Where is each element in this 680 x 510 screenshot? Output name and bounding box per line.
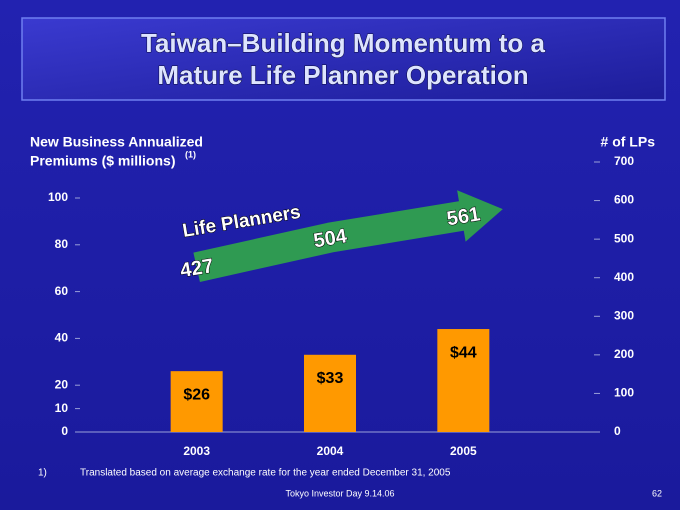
y2-tick-label: 400	[614, 270, 634, 284]
chart-title: Taiwan–Building Momentum to a	[141, 28, 546, 58]
y2-tick-label: 200	[614, 347, 634, 361]
bar-value-label: $26	[183, 386, 210, 403]
bar	[437, 329, 490, 432]
y2-tick-label: 500	[614, 231, 634, 245]
bar	[304, 354, 356, 432]
y-axis-label-note: (1)	[185, 149, 196, 159]
y2-tick-label: 700	[614, 154, 634, 168]
y-tick-label: 10	[55, 401, 69, 415]
page-number: 62	[652, 488, 662, 498]
y2-tick-label: 600	[614, 193, 634, 207]
y-tick-label: 80	[55, 237, 69, 251]
y-axis-label: New Business Annualized	[30, 134, 203, 150]
y-tick-label: 0	[61, 424, 68, 438]
footnote: Translated based on average exchange rat…	[80, 468, 451, 479]
y2-tick-label: 100	[614, 386, 634, 400]
y2-tick-label: 0	[614, 424, 621, 438]
bar	[170, 371, 223, 432]
arrow-value-label: 561	[445, 203, 482, 230]
y2-tick-label: 300	[614, 308, 634, 322]
arrow-value-label: 504	[312, 225, 349, 252]
y-axis-label: Premiums ($ millions)	[30, 153, 175, 169]
series-arrow	[193, 200, 466, 282]
y-tick-label: 40	[55, 331, 69, 345]
y-tick-label: 100	[48, 190, 68, 204]
y-tick-label: 60	[55, 284, 69, 298]
y2-axis-label: # of LPs	[601, 134, 656, 150]
chart-title: Mature Life Planner Operation	[157, 60, 528, 90]
x-tick-label: 2003	[183, 444, 210, 458]
arrow-head	[457, 190, 503, 242]
footer: Tokyo Investor Day 9.14.06	[285, 488, 394, 498]
bar-value-label: $44	[450, 344, 477, 361]
x-tick-label: 2004	[317, 444, 344, 458]
title-box	[21, 17, 666, 101]
footnote-marker: 1)	[38, 468, 47, 479]
y-tick-label: 20	[55, 377, 69, 391]
bar-value-label: $33	[317, 370, 344, 387]
x-tick-label: 2005	[450, 444, 477, 458]
